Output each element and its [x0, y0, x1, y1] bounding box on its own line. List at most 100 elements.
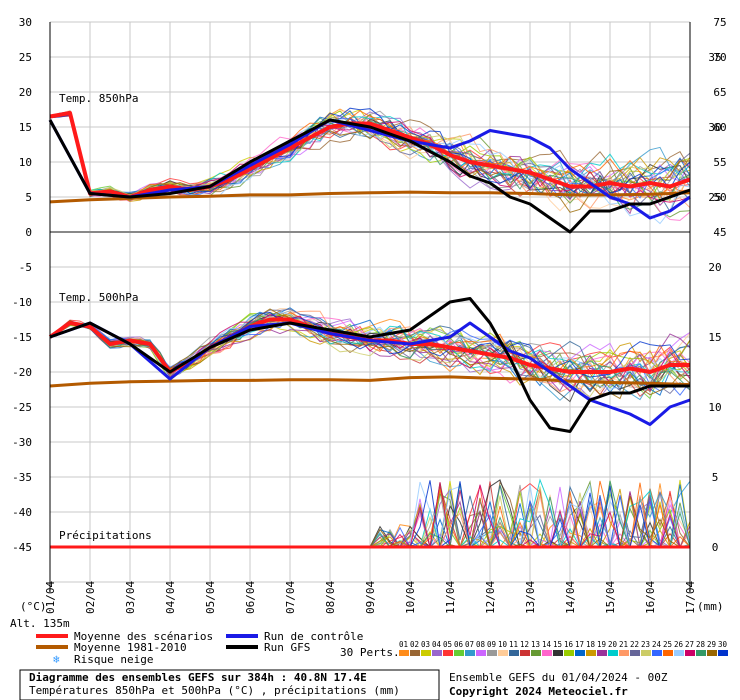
left-tick-label: -35 [12, 471, 32, 484]
ensemble-member-line [49, 114, 691, 213]
x-tick-label: 01/04 [44, 581, 57, 614]
right-tick-label: 70 [713, 51, 726, 64]
pert-number-label: 27 [685, 640, 694, 649]
pert-color-swatch [476, 650, 486, 656]
right-unit-label: (mm) [697, 600, 724, 613]
pert-color-swatch [454, 650, 464, 656]
pert-number-label: 09 [487, 640, 496, 649]
left-tick-label: -25 [12, 401, 32, 414]
right-tick-label: 55 [713, 156, 726, 169]
right-tick-label: 15 [708, 331, 721, 344]
footer-run: Ensemble GEFS du 01/04/2024 - 00Z [449, 671, 668, 684]
pert-color-swatch [685, 650, 695, 656]
x-tick-label: 17/04 [684, 581, 697, 614]
right-tick-label: 35 [708, 51, 721, 64]
chart-axes: 302520151050-5-10-15-20-25-30-35-40-4575… [12, 16, 727, 614]
left-tick-label: 0 [25, 226, 32, 239]
legend: Moyenne des scénarios Moyenne 1981-2010 … [36, 630, 728, 666]
left-tick-label: -5 [19, 261, 32, 274]
perturbation-legend: 01 02 03 04 05 06 07 08 09 10 11 12 13 14 15 16 17 18 19 20… [399, 640, 728, 656]
x-tick-label: 16/04 [644, 581, 657, 614]
right-tick-label: 25 [708, 191, 721, 204]
right-tick-label: 50 [713, 191, 726, 204]
pert-color-swatch [564, 650, 574, 656]
pert-color-swatch [520, 650, 530, 656]
pert-color-swatch [465, 650, 475, 656]
main-series [48, 111, 691, 549]
pert-color-swatch [487, 650, 497, 656]
pert-number-label: 07 [465, 640, 474, 649]
t500-panel-label: Temp. 500hPa [59, 291, 138, 304]
x-tick-label: 14/04 [564, 581, 577, 614]
right-tick-label: 30 [708, 121, 721, 134]
footer-copyright: Copyright 2024 Meteociel.fr [449, 685, 628, 698]
x-tick-label: 02/04 [84, 581, 97, 614]
pert-number-label: 25 [663, 640, 672, 649]
legend-climatology-label: Moyenne 1981-2010 [74, 641, 187, 654]
pert-number-label: 12 [520, 640, 529, 649]
pert-color-swatch [641, 650, 651, 656]
pert-number-label: 18 [586, 640, 596, 649]
right-tick-label: 10 [708, 401, 721, 414]
pert-color-swatch [575, 650, 585, 656]
left-tick-label: -30 [12, 436, 32, 449]
pert-number-label: 03 [421, 640, 430, 649]
pert-number-label: 02 [410, 640, 419, 649]
pert-number-label: 28 [696, 640, 706, 649]
right-tick-label: 60 [713, 121, 726, 134]
pert-color-swatch [619, 650, 629, 656]
pert-color-swatch [608, 650, 618, 656]
left-unit-label: (°C) [20, 600, 47, 613]
pert-number-label: 23 [641, 640, 650, 649]
pert-color-swatch [586, 650, 596, 656]
legend-mean-label: Moyenne des scénarios [74, 630, 213, 643]
x-tick-label: 15/04 [604, 581, 617, 614]
left-tick-label: 5 [25, 191, 32, 204]
pert-number-label: 21 [619, 640, 628, 649]
precip-panel-label: Précipitations [59, 529, 152, 542]
pert-number-label: 15 [553, 640, 562, 649]
pert-color-swatch [696, 650, 706, 656]
right-tick-label: 5 [712, 471, 719, 484]
right-tick-label: 65 [713, 86, 726, 99]
footer-title: Diagramme des ensembles GEFS sur 384h : … [29, 671, 367, 684]
series-line [49, 111, 691, 199]
pert-number-label: 14 [542, 640, 552, 649]
left-tick-label: 30 [19, 16, 32, 29]
legend-control-label: Run de contrôle [264, 630, 363, 643]
footer: Diagramme des ensembles GEFS sur 384h : … [19, 669, 668, 700]
x-tick-label: 12/04 [484, 581, 497, 614]
legend-perts-label: 30 Perts. [340, 646, 400, 659]
pert-color-swatch [553, 650, 563, 656]
left-tick-label: -10 [12, 296, 32, 309]
pert-color-swatch [399, 650, 409, 656]
series-line [49, 297, 690, 433]
right-tick-label: 45 [713, 226, 726, 239]
ensemble-member-line [49, 110, 691, 199]
footer-box [19, 669, 440, 700]
pert-number-label: 30 [718, 640, 728, 649]
footer-subtitle: Températures 850hPa et 500hPa (°C) , pré… [29, 684, 400, 697]
pert-number-label: 10 [498, 640, 508, 649]
pert-number-label: 24 [652, 640, 662, 649]
pert-color-swatch [443, 650, 453, 656]
right-tick-label: 75 [713, 16, 726, 29]
pert-color-swatch [531, 650, 541, 656]
x-tick-label: 05/04 [204, 581, 217, 614]
pert-number-label: 17 [575, 640, 584, 649]
x-tick-label: 04/04 [164, 581, 177, 614]
pert-color-swatch [674, 650, 684, 656]
pert-color-swatch [718, 650, 728, 656]
t850-panel-label: Temp. 850hPa [59, 92, 138, 105]
pert-color-swatch [652, 650, 662, 656]
pert-color-swatch [509, 650, 519, 656]
pert-number-label: 08 [476, 640, 486, 649]
pert-color-swatch [597, 650, 607, 656]
pert-color-swatch [630, 650, 640, 656]
pert-number-label: 04 [432, 640, 442, 649]
x-tick-label: 03/04 [124, 581, 137, 614]
series-line [49, 321, 691, 426]
series-line [49, 190, 691, 204]
series-line [48, 118, 691, 234]
pert-color-swatch [432, 650, 442, 656]
